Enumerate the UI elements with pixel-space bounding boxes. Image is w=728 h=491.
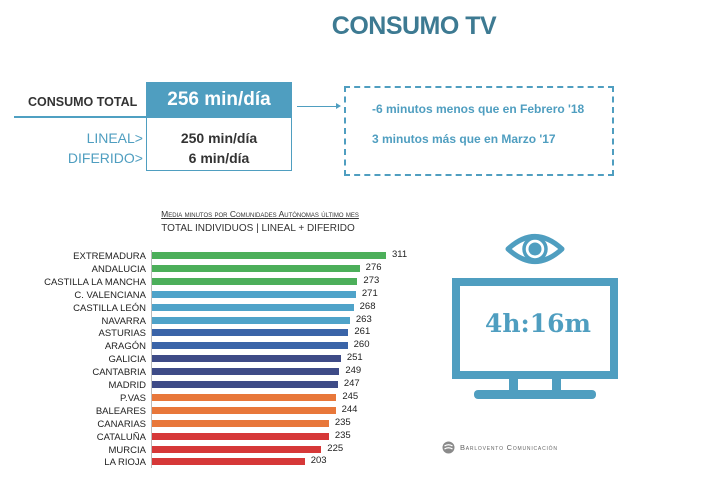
value-label: 260 <box>353 339 370 351</box>
category-label: ANDALUCIA <box>91 263 146 275</box>
value-label: 261 <box>354 326 371 338</box>
chart-row: MADRID 247 <box>0 378 440 392</box>
brand-footer: Barlovento Comunicación <box>442 441 558 454</box>
chart-row: CASTILLA LEÓN 268 <box>0 300 440 315</box>
breakdown-box: 250 min/día 6 min/día <box>146 118 292 171</box>
category-label: CATALUÑA <box>96 431 146 443</box>
chart-row: ARAGÓN 260 <box>0 339 440 353</box>
tv-time-label: 4h:16m <box>484 309 592 338</box>
value-label: 311 <box>392 249 408 260</box>
eye-icon <box>505 234 565 264</box>
bar <box>152 342 348 350</box>
category-label: P.VAS <box>119 392 146 404</box>
total-consumption-value: 256 min/día <box>146 82 292 118</box>
value-label: 273 <box>363 274 380 286</box>
lineal-label: LINEAL> <box>86 130 143 146</box>
bar <box>152 393 337 401</box>
bar <box>152 264 360 272</box>
chart-row: CATALUÑA 235 <box>0 429 440 444</box>
bar <box>152 458 305 466</box>
value-label: 235 <box>334 429 351 441</box>
value-label: 247 <box>343 378 360 389</box>
diferido-value: 6 min/día <box>188 150 250 166</box>
category-label: EXTREMADURA <box>73 251 146 262</box>
chart-row: ASTURIAS 261 <box>0 326 440 340</box>
chart-row: EXTREMADURA 311 <box>0 249 440 263</box>
value-label: 225 <box>327 442 344 454</box>
category-label: LA RIOJA <box>104 457 146 469</box>
bar <box>152 252 386 259</box>
value-label: 268 <box>359 300 376 312</box>
bar <box>152 277 358 285</box>
chart-row: P.VAS 245 <box>0 390 440 405</box>
category-label: C. VALENCIANA <box>74 289 146 301</box>
category-label: NAVARRA <box>101 315 146 327</box>
value-label: 244 <box>341 403 358 415</box>
bar <box>152 290 356 298</box>
chart-row: BALEARES 244 <box>0 403 440 418</box>
divider <box>14 116 146 118</box>
tv-monitor-icon <box>452 278 618 399</box>
chart-row: CANTABRIA 249 <box>0 365 440 379</box>
bar <box>152 419 329 427</box>
chart-axis <box>151 250 152 468</box>
lineal-value: 250 min/día <box>180 130 258 146</box>
barlovento-logo-icon <box>442 441 455 454</box>
value-label: 271 <box>361 287 378 299</box>
category-label: ARAGÓN <box>104 341 146 353</box>
chart-row: CANARIAS 235 <box>0 416 440 431</box>
chart-title: Media minutos por Comunidades Autónomas … <box>161 209 359 219</box>
value-label: 263 <box>355 313 372 325</box>
bar <box>152 445 322 453</box>
value-label: 249 <box>345 365 362 377</box>
bar <box>152 303 354 311</box>
category-label: CASTILLA LA MANCHA <box>44 276 146 288</box>
chart-subtitle: TOTAL INDIVIDUOS | LINEAL + DIFERIDO <box>161 223 355 234</box>
page-title: CONSUMO TV <box>331 12 497 40</box>
category-label: CANTABRIA <box>92 367 146 379</box>
brand-name: Barlovento Comunicación <box>460 443 558 452</box>
bar <box>152 406 336 414</box>
diferido-label: DIFERIDO> <box>67 150 143 166</box>
comparison-box: -6 minutos menos que en Febrero '18 3 mi… <box>344 86 614 176</box>
value-label: 276 <box>365 261 382 273</box>
arrow-icon <box>297 106 337 107</box>
comparison-note: -6 minutos menos que en Febrero '18 <box>372 102 585 116</box>
value-label: 251 <box>346 352 363 364</box>
chart-row: CASTILLA LA MANCHA 273 <box>0 274 440 289</box>
chart-row: ANDALUCIA 276 <box>0 261 440 276</box>
bar <box>152 432 329 440</box>
bar <box>152 381 338 388</box>
comparison-note: 3 minutos más que en Marzo '17 <box>372 132 556 146</box>
chart-row: NAVARRA 263 <box>0 313 440 328</box>
category-label: BALEARES <box>95 405 146 417</box>
category-label: ASTURIAS <box>98 328 146 340</box>
category-label: CASTILLA LEÓN <box>73 302 146 314</box>
chart-row: LA RIOJA 203 <box>0 455 440 469</box>
value-label: 235 <box>334 416 351 428</box>
category-label: MADRID <box>108 380 146 391</box>
arrow-head-icon <box>336 103 341 109</box>
category-label: CANARIAS <box>97 418 146 430</box>
bar <box>152 316 350 324</box>
bar <box>152 355 341 363</box>
category-label: GALICIA <box>108 354 147 366</box>
total-consumption-label: CONSUMO TOTAL <box>28 95 138 109</box>
category-label: MURCIA <box>108 444 146 456</box>
chart-row: GALICIA 251 <box>0 352 440 366</box>
chart-row: C. VALENCIANA 271 <box>0 287 440 302</box>
bar <box>152 329 349 337</box>
value-label: 203 <box>310 455 327 467</box>
chart-row: MURCIA 225 <box>0 442 440 457</box>
bar <box>152 368 340 376</box>
value-label: 245 <box>342 390 359 402</box>
